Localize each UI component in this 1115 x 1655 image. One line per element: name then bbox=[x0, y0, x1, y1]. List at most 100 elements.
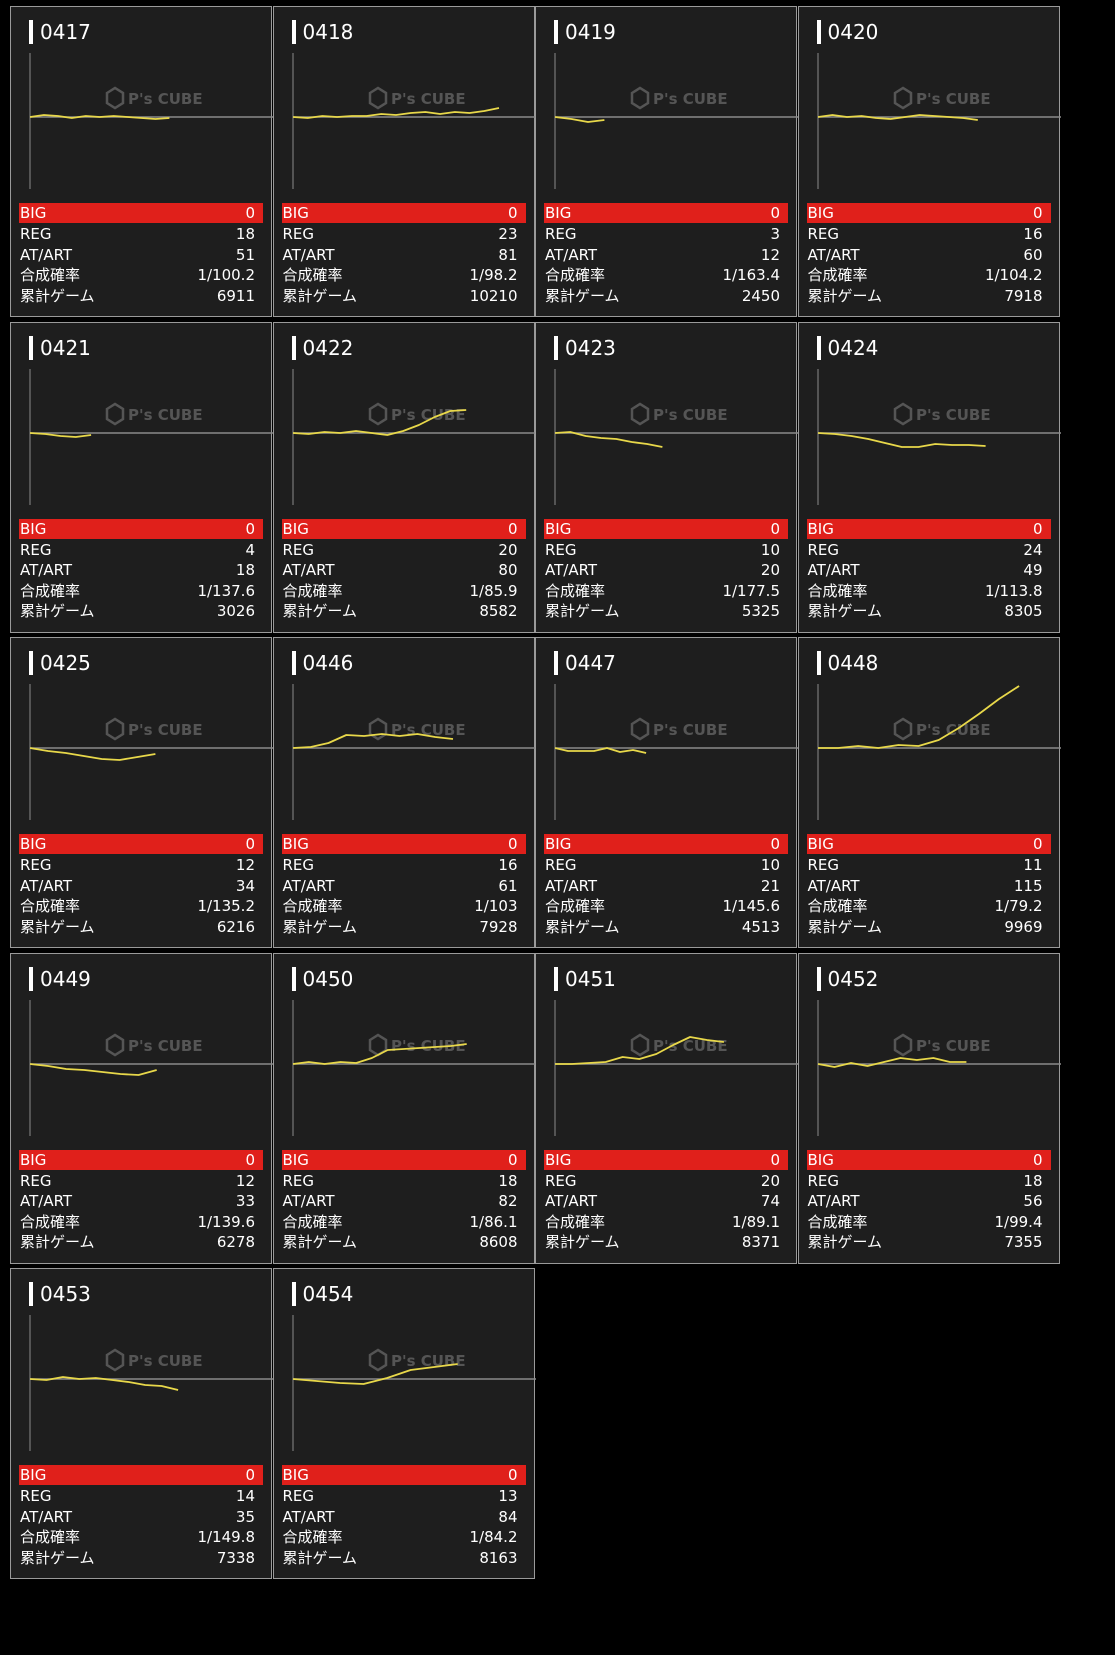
stat-label: 合成確率 bbox=[807, 266, 868, 285]
at-art-row: AT/ART 21 bbox=[544, 876, 788, 897]
watermark-text: P's CUBE bbox=[916, 721, 991, 739]
watermark-text: P's CUBE bbox=[916, 406, 991, 424]
payout-line bbox=[29, 114, 170, 120]
machine-card[interactable]: 0452 P's CUBE BIG 0 REG 18 AT/ART 56 合成確率 1/99.4 累… bbox=[797, 952, 1061, 1264]
stats-table: BIG 0 REG 20 AT/ART 80 合成確率 1/85.9 累計ゲーム 8582 bbox=[281, 518, 526, 622]
payout-graph: P's CUBE bbox=[290, 53, 536, 189]
machine-number: 0451 bbox=[565, 966, 616, 991]
machine-number: 0450 bbox=[302, 966, 354, 991]
stat-value: 49 bbox=[1023, 561, 1043, 580]
watermark-logo-icon: P's CUBE bbox=[630, 86, 728, 110]
at-art-row: AT/ART 51 bbox=[19, 245, 263, 266]
stat-label: 累計ゲーム bbox=[20, 286, 95, 305]
stat-label: 合成確率 bbox=[20, 1212, 81, 1231]
reg-row: REG 12 bbox=[19, 855, 263, 876]
stat-label: AT/ART bbox=[20, 1507, 73, 1526]
watermark-text: P's CUBE bbox=[128, 721, 203, 739]
stat-label: BIG bbox=[807, 1150, 834, 1169]
machine-card[interactable]: 0449 P's CUBE BIG 0 REG 12 AT/ART 33 合成確率 1/139.6… bbox=[10, 952, 273, 1264]
title-accent-bar bbox=[816, 651, 821, 675]
stat-label: 累計ゲーム bbox=[20, 1548, 95, 1567]
watermark-hex-icon bbox=[105, 402, 125, 425]
stat-label: 合成確率 bbox=[807, 897, 868, 916]
stat-value: 9969 bbox=[1004, 917, 1043, 936]
stat-value: 18 bbox=[498, 1171, 518, 1190]
stat-value: 13 bbox=[498, 1487, 518, 1506]
stats-table: BIG 0 REG 10 AT/ART 20 合成確率 1/177.5 累計ゲーム 5325 bbox=[544, 518, 788, 622]
stat-label: 合成確率 bbox=[282, 581, 343, 600]
machine-card[interactable]: 0454 P's CUBE BIG 0 REG 13 AT/ART 84 合成確率 1/84.2 累… bbox=[272, 1268, 536, 1579]
stat-label: 累計ゲーム bbox=[807, 1233, 883, 1252]
at-art-row: AT/ART 74 bbox=[544, 1191, 788, 1212]
machine-card[interactable]: 0422 P's CUBE BIG 0 REG 20 AT/ART 80 合成確率 1/85.9 累… bbox=[272, 321, 536, 633]
reg-row: REG 3 bbox=[544, 224, 788, 245]
stat-label: REG bbox=[20, 540, 52, 559]
machine-card[interactable]: 0425 P's CUBE BIG 0 REG 12 AT/ART 34 合成確率 1/135.2… bbox=[10, 637, 273, 948]
stat-label: 累計ゲーム bbox=[282, 1548, 358, 1567]
stat-value: 1/113.8 bbox=[984, 581, 1043, 600]
stat-label: AT/ART bbox=[20, 245, 73, 264]
reg-row: REG 20 bbox=[544, 1171, 788, 1192]
stat-label: REG bbox=[282, 1171, 315, 1190]
machine-card[interactable]: 0421 P's CUBE BIG 0 REG 4 AT/ART 18 合成確率 1/137.6 累… bbox=[10, 321, 273, 633]
total-games-row: 累計ゲーム 3026 bbox=[19, 601, 263, 622]
graph-svg: P's CUBE bbox=[292, 368, 536, 505]
stat-label: 累計ゲーム bbox=[807, 917, 883, 936]
stat-label: BIG bbox=[20, 1466, 47, 1484]
machine-card[interactable]: 0451 P's CUBE BIG 0 REG 20 AT/ART 74 合成確率 1/89.1 累… bbox=[535, 952, 798, 1264]
stat-label: BIG bbox=[282, 835, 309, 853]
watermark-text: P's CUBE bbox=[391, 406, 466, 424]
machine-card[interactable]: 0450 P's CUBE BIG 0 REG 18 AT/ART 82 合成確率 1/86.1 累… bbox=[272, 952, 536, 1264]
big-row: BIG 0 bbox=[281, 1149, 526, 1170]
reg-row: REG 13 bbox=[282, 1486, 526, 1507]
machine-card[interactable]: 0424 P's CUBE BIG 0 REG 24 AT/ART 49 合成確率 1/113.8… bbox=[797, 321, 1061, 633]
payout-line bbox=[817, 685, 1020, 749]
stat-value: 33 bbox=[235, 1192, 255, 1211]
stat-value: 0 bbox=[770, 204, 780, 222]
stat-label: AT/ART bbox=[545, 561, 598, 580]
stat-label: 累計ゲーム bbox=[807, 602, 883, 621]
stat-value: 2450 bbox=[741, 286, 780, 305]
machine-card[interactable]: 0420 P's CUBE BIG 0 REG 16 AT/ART 60 合成確率 1/104.2… bbox=[797, 6, 1061, 317]
total-games-row: 累計ゲーム 4513 bbox=[544, 917, 788, 938]
title-accent-bar bbox=[29, 1282, 33, 1306]
payout-line bbox=[292, 107, 499, 119]
stat-label: REG bbox=[807, 225, 840, 244]
card-title: 0454 bbox=[291, 1281, 354, 1307]
stat-value: 1/79.2 bbox=[994, 897, 1043, 916]
stat-label: AT/ART bbox=[807, 1192, 860, 1211]
machine-number: 0453 bbox=[40, 1282, 91, 1306]
machine-card[interactable]: 0448 P's CUBE BIG 0 REG 11 AT/ART 115 合成確率 1/79.2… bbox=[797, 637, 1061, 948]
machine-card[interactable]: 0417 P's CUBE BIG 0 REG 18 AT/ART 51 合成確率 1/100.2… bbox=[10, 6, 273, 317]
stat-label: 累計ゲーム bbox=[20, 917, 95, 936]
watermark-hex-icon bbox=[630, 1033, 650, 1056]
reg-row: REG 18 bbox=[807, 1171, 1051, 1192]
machine-card[interactable]: 0423 P's CUBE BIG 0 REG 10 AT/ART 20 合成確率 1/177.5… bbox=[535, 321, 798, 633]
stat-value: 0 bbox=[245, 1150, 255, 1169]
machine-number: 0454 bbox=[302, 1282, 354, 1306]
machine-card[interactable]: 0453 P's CUBE BIG 0 REG 14 AT/ART 35 合成確率 1/149.8… bbox=[10, 1268, 273, 1579]
stat-label: 累計ゲーム bbox=[545, 917, 620, 936]
graph-svg: P's CUBE bbox=[554, 53, 798, 189]
machine-card[interactable]: 0418 P's CUBE BIG 0 REG 23 AT/ART 81 合成確率 1/98.2 累… bbox=[272, 6, 536, 317]
stat-value: 115 bbox=[1013, 876, 1043, 895]
machine-card[interactable]: 0419 P's CUBE BIG 0 REG 3 AT/ART 12 合成確率 1/163.4 累… bbox=[535, 6, 798, 317]
stat-value: 1/149.8 bbox=[197, 1528, 255, 1547]
reg-row: REG 12 bbox=[19, 1171, 263, 1192]
graph-svg: P's CUBE bbox=[29, 53, 273, 189]
big-row: BIG 0 bbox=[806, 518, 1051, 539]
machine-card[interactable]: 0447 P's CUBE BIG 0 REG 10 AT/ART 21 合成確率 1/145.6… bbox=[535, 637, 798, 948]
stat-value: 1/137.6 bbox=[197, 581, 255, 600]
watermark-hex-icon bbox=[893, 1033, 912, 1056]
stat-label: 合成確率 bbox=[545, 1212, 606, 1231]
payout-line bbox=[554, 116, 605, 123]
watermark-logo-icon: P's CUBE bbox=[893, 1033, 990, 1056]
stat-value: 61 bbox=[498, 876, 518, 895]
payout-graph: P's CUBE bbox=[552, 53, 798, 189]
total-games-row: 累計ゲーム 5325 bbox=[544, 601, 788, 622]
graph-svg: P's CUBE bbox=[554, 999, 798, 1136]
machine-card[interactable]: 0446 P's CUBE BIG 0 REG 16 AT/ART 61 合成確率 1/103 累計… bbox=[272, 637, 536, 948]
stat-label: 累計ゲーム bbox=[545, 1233, 620, 1252]
big-row: BIG 0 bbox=[19, 1149, 263, 1170]
stats-table: BIG 0 REG 18 AT/ART 56 合成確率 1/99.4 累計ゲーム 7355 bbox=[806, 1149, 1051, 1253]
